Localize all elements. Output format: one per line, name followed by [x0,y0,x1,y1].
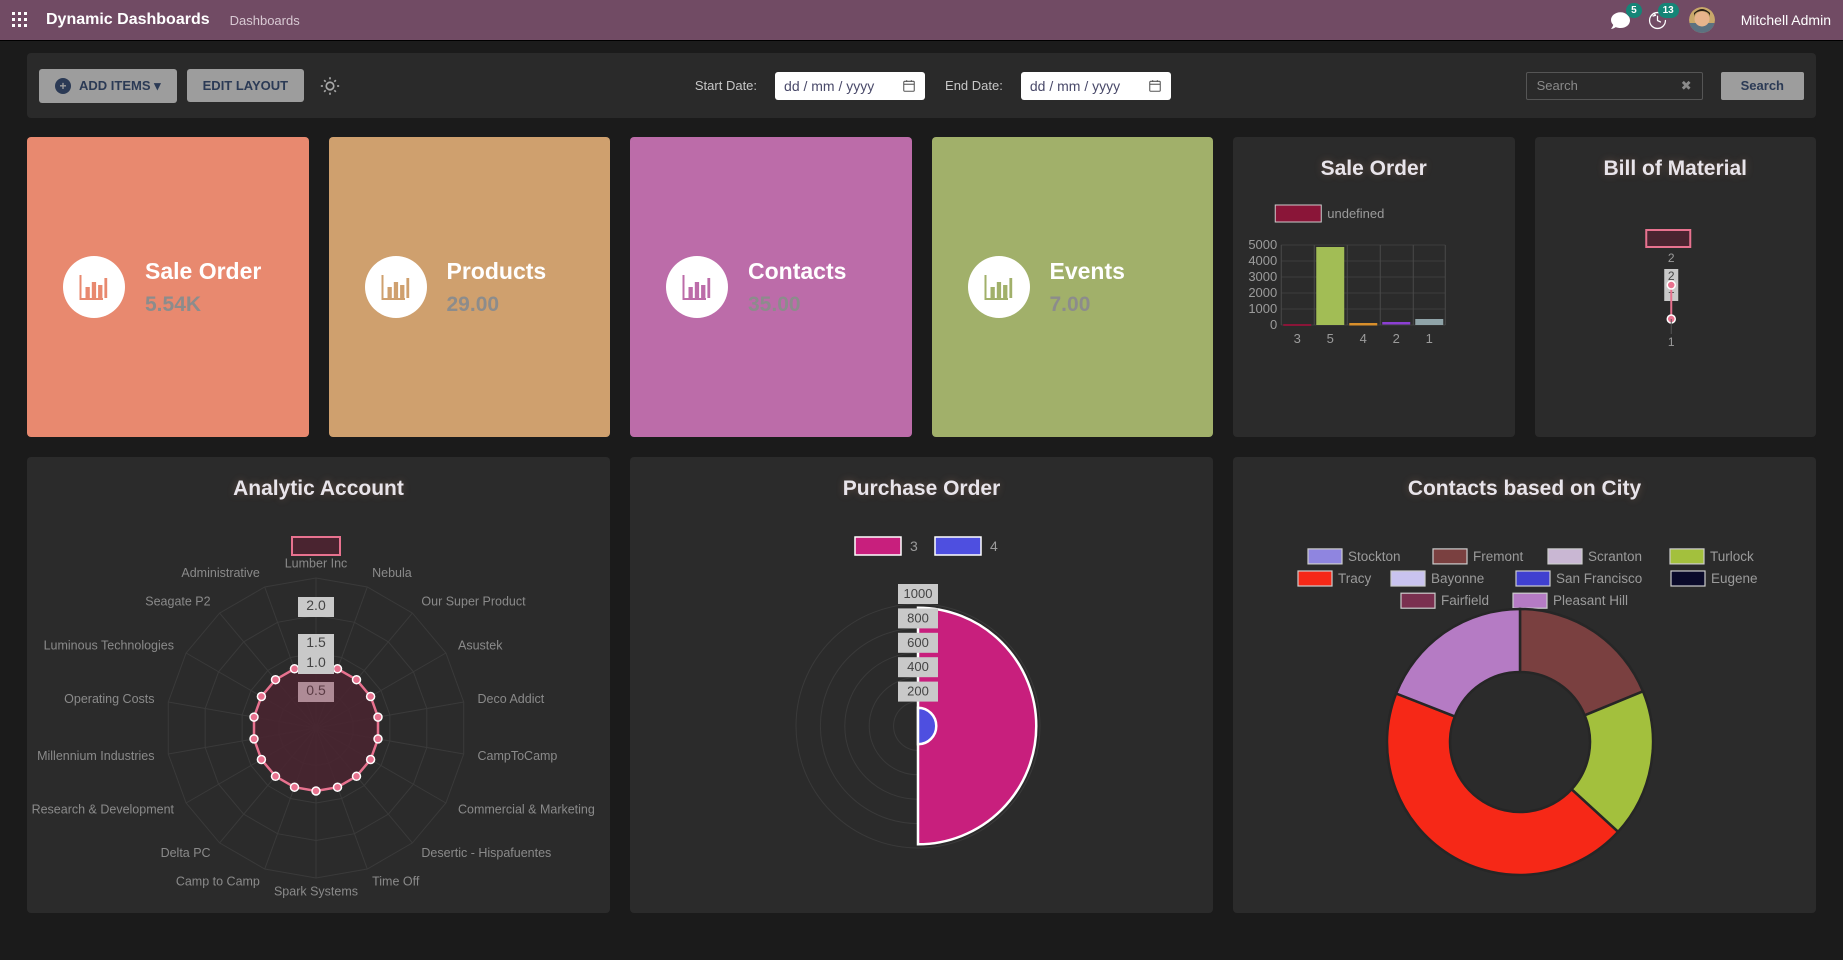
svg-text:4: 4 [1360,331,1367,346]
svg-text:CampToCamp: CampToCamp [478,749,558,763]
svg-text:1: 1 [1426,331,1433,346]
svg-text:Eugene: Eugene [1711,571,1758,586]
svg-text:Deco Addict: Deco Addict [478,692,545,706]
svg-text:Commercial & Marketing: Commercial & Marketing [458,802,595,816]
svg-text:200: 200 [907,684,929,699]
svg-text:Nebula: Nebula [372,566,412,580]
svg-text:Research & Development: Research & Development [32,802,175,816]
svg-text:1000: 1000 [1248,301,1277,316]
svg-text:3: 3 [1294,331,1301,346]
svg-text:Lumber Inc: Lumber Inc [285,556,348,570]
svg-text:Administrative: Administrative [181,566,260,580]
svg-text:0: 0 [1270,317,1277,332]
svg-text:Stockton: Stockton [1348,549,1401,564]
svg-text:0.5: 0.5 [306,682,326,698]
svg-text:Fairfield: Fairfield [1441,593,1489,608]
svg-text:Asustek: Asustek [458,638,503,652]
svg-text:Seagate P2: Seagate P2 [145,595,210,609]
svg-text:4: 4 [990,538,998,554]
svg-text:3: 3 [910,538,918,554]
svg-text:Time Off: Time Off [372,874,420,888]
svg-text:Scranton: Scranton [1588,549,1642,564]
svg-text:Spark Systems: Spark Systems [274,884,358,898]
svg-text:2: 2 [1393,331,1400,346]
svg-text:Our Super Product: Our Super Product [421,595,526,609]
svg-text:Bayonne: Bayonne [1431,571,1484,586]
svg-text:Tracy: Tracy [1338,571,1371,586]
svg-text:1: 1 [1667,335,1674,349]
svg-text:Pleasant Hill: Pleasant Hill [1553,593,1628,608]
svg-text:Turlock: Turlock [1710,549,1754,564]
svg-text:400: 400 [907,659,929,674]
svg-text:1.5: 1.5 [306,634,326,650]
svg-text:2.0: 2.0 [306,597,326,613]
svg-text:5000: 5000 [1248,237,1277,252]
svg-text:Delta PC: Delta PC [161,846,211,860]
svg-text:undefined: undefined [1327,206,1384,221]
svg-text:Fremont: Fremont [1473,549,1524,564]
svg-text:2: 2 [1667,251,1674,265]
svg-text:800: 800 [907,610,929,625]
svg-text:Desertic - Hispafuentes: Desertic - Hispafuentes [421,846,551,860]
svg-text:Operating Costs: Operating Costs [64,692,154,706]
svg-text:Luminous Technologies: Luminous Technologies [44,638,174,652]
svg-text:4000: 4000 [1248,253,1277,268]
svg-text:3000: 3000 [1248,269,1277,284]
svg-text:1.0: 1.0 [306,654,326,670]
svg-text:1000: 1000 [904,586,933,601]
svg-text:Millennium Industries: Millennium Industries [37,749,154,763]
svg-text:2000: 2000 [1248,285,1277,300]
svg-text:600: 600 [907,635,929,650]
svg-text:5: 5 [1327,331,1334,346]
svg-text:San Francisco: San Francisco [1556,571,1642,586]
svg-text:Camp to Camp: Camp to Camp [176,874,260,888]
